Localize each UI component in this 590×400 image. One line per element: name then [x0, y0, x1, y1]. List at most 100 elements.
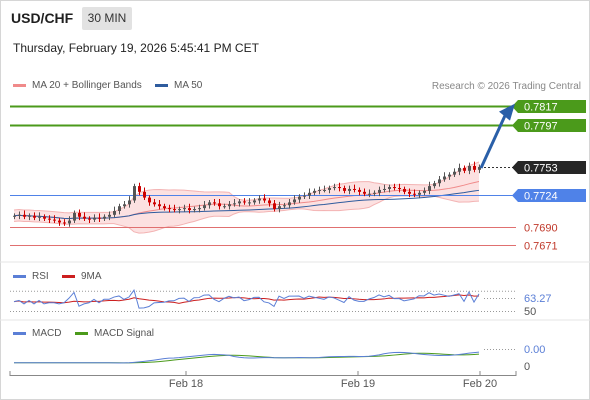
candle-body: [23, 214, 26, 217]
candle-body: [343, 188, 346, 191]
candle-body: [383, 188, 386, 190]
candle-body: [178, 209, 181, 211]
macd-line: [14, 351, 480, 364]
candle-body: [288, 202, 291, 206]
candle-body: [173, 209, 176, 211]
candle-body: [18, 214, 21, 216]
candle-body: [163, 206, 166, 209]
candle-body: [348, 188, 351, 191]
x-tick-label: Feb 20: [463, 378, 497, 390]
copyright-note: Research © 2026 Trading Central: [431, 81, 581, 92]
candle-body: [153, 202, 156, 205]
legend-macd-signal: MACD Signal: [75, 328, 154, 339]
level-label-0.7797: 0.7797: [524, 121, 558, 133]
rsi-line: [13, 289, 480, 309]
candle-body: [458, 167, 461, 172]
candle-body: [443, 176, 446, 180]
bollinger-band: [14, 161, 479, 234]
candle-body: [438, 179, 441, 184]
candle-body: [368, 193, 371, 195]
candle-body: [448, 174, 451, 177]
candle-body: [193, 209, 196, 211]
candle-body: [453, 171, 456, 175]
candle-body: [248, 202, 251, 204]
candle-body: [403, 188, 406, 192]
candle-body: [238, 201, 241, 204]
candle-body: [98, 217, 101, 219]
candle-body: [53, 219, 56, 221]
candle-body: [58, 220, 61, 223]
bollinger-upper-line: [13, 161, 480, 214]
candle-body: [473, 165, 476, 170]
candle-body: [418, 192, 421, 195]
level-pointer-0.7797: [512, 119, 518, 132]
candle-body: [33, 215, 36, 218]
candle-body: [93, 217, 96, 220]
candle-body: [413, 193, 416, 195]
macd-swatch-icon: [13, 331, 26, 335]
legend-ma20: MA 20 + Bollinger Bands: [13, 80, 142, 91]
candle-body: [218, 203, 221, 207]
candle-body: [113, 210, 116, 215]
macd-zero-label: 0: [524, 361, 530, 373]
candle-body: [323, 189, 326, 191]
candle-body: [308, 192, 311, 196]
rsi-value-label: 63.27: [524, 293, 552, 305]
legend-rsi-label: RSI: [32, 271, 49, 282]
candle-body: [338, 187, 341, 189]
candle-body: [428, 186, 431, 191]
candle-body: [138, 186, 141, 192]
legend-ma50: MA 50: [155, 80, 202, 91]
last-price-pointer: [512, 161, 518, 174]
level-label-0.7817: 0.7817: [524, 102, 558, 114]
legend-macd-signal-label: MACD Signal: [94, 328, 155, 339]
candle-body: [223, 206, 226, 208]
ma50-line: [13, 189, 480, 220]
projection-arrow-head: [499, 103, 515, 121]
candle-body: [388, 187, 391, 189]
candle-body: [303, 195, 306, 197]
legend-macd: MACD: [13, 328, 61, 339]
timeframe-button[interactable]: 30 MIN: [82, 7, 132, 30]
candle-body: [183, 208, 186, 210]
candle-body: [328, 188, 331, 190]
candle-body: [38, 216, 41, 218]
level-box-0.7817: [518, 100, 586, 113]
candle-body: [398, 188, 401, 190]
candle-body: [88, 218, 91, 220]
candle-body: [148, 197, 151, 203]
candle-body: [408, 191, 411, 194]
candle-body: [13, 215, 16, 217]
candle-body: [68, 220, 71, 224]
rsi-50-label: 50: [524, 306, 536, 318]
level-box-0.7797: [518, 119, 586, 132]
rsi-ma-line: [13, 294, 480, 304]
candle-body: [103, 216, 106, 219]
candle-body: [233, 203, 236, 205]
timestamp: Thursday, February 19, 2026 5:45:41 PM C…: [13, 41, 259, 55]
candle-body: [228, 204, 231, 207]
bollinger-lower-line: [13, 195, 480, 234]
projection-arrow-line: [479, 115, 507, 169]
candle-body: [433, 183, 436, 187]
candle-body: [298, 196, 301, 200]
candle-body: [48, 218, 51, 220]
x-tick-label: Feb 18: [169, 378, 203, 390]
candle-body: [43, 216, 46, 219]
candle-body: [363, 191, 366, 194]
x-tick-label: Feb 19: [341, 378, 375, 390]
candle-body: [188, 208, 191, 211]
candle-body: [123, 204, 126, 207]
candle-body: [63, 222, 66, 224]
candle-body: [373, 192, 376, 194]
candle-body: [318, 189, 321, 191]
level-label-0.7690: 0.7690: [524, 223, 558, 235]
candle-body: [208, 202, 211, 206]
candle-body: [128, 200, 131, 205]
legend-ma50-label: MA 50: [174, 80, 203, 91]
candle-body: [273, 203, 276, 210]
macd-value-label: 0.00: [524, 344, 545, 356]
candle-body: [133, 186, 136, 201]
candle-body: [198, 208, 201, 210]
candle-body: [253, 200, 256, 203]
